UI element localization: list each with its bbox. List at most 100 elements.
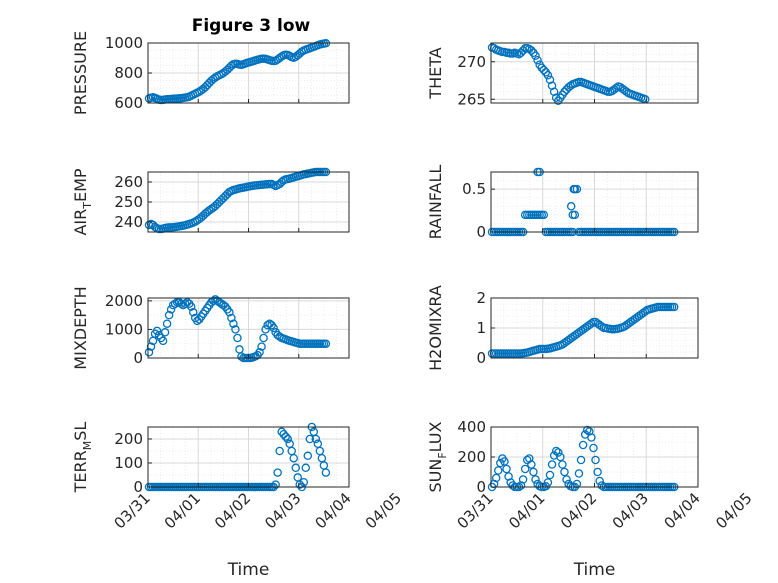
data-point (275, 446, 284, 456)
data-point (520, 464, 530, 474)
data-point (229, 319, 238, 328)
data-point (562, 475, 571, 484)
data-point (283, 434, 292, 444)
data-point (227, 313, 236, 323)
y-tick-label: 100 (114, 454, 143, 472)
y-tick-label: 2000 (105, 292, 143, 310)
subplot-6: 0 1 2 H2OMIXRA (426, 285, 699, 371)
data-point (560, 467, 569, 477)
y-axis-label: TERRMSL (71, 422, 94, 494)
x-axis-label: Time (573, 560, 616, 580)
y-axis-label: MIXDEPTH (71, 286, 90, 369)
data-point (574, 469, 584, 478)
y-axis-label-subscript: M (81, 441, 94, 451)
y-tick-label: 265 (457, 90, 486, 108)
y-tick-label: 200 (457, 448, 486, 466)
y-tick-label: 800 (114, 64, 143, 82)
y-axis-label-subscript: T (81, 202, 94, 210)
data-point (543, 478, 553, 487)
data-point (547, 460, 557, 469)
y-tick-label: 1000 (105, 34, 143, 52)
data-point (589, 443, 598, 453)
data-point (578, 440, 588, 450)
data-series (487, 43, 650, 106)
data-point (321, 339, 331, 348)
data-point (502, 464, 511, 474)
data-point (551, 446, 561, 456)
data-point (527, 46, 536, 55)
subplot-7: 0 100 200 03/31 04/01 04/02 04/03 04/04 04/05 TER… (71, 422, 405, 580)
y-tick-label: 200 (114, 430, 143, 448)
x-tick-label: 04/03 (261, 489, 304, 532)
data-point (146, 342, 156, 351)
x-axis-label: Time (227, 560, 270, 580)
data-point (186, 302, 196, 311)
data-point (255, 348, 264, 357)
y-tick-label: 0 (476, 478, 486, 496)
data-point (543, 71, 553, 80)
y-tick-label: 250 (114, 193, 143, 211)
data-point (518, 475, 528, 484)
data-point (611, 83, 621, 93)
data-point (533, 56, 542, 65)
data-point (669, 302, 679, 312)
data-point (576, 455, 586, 465)
subplot-3: 240 250 260 AIRTEMP (71, 167, 350, 236)
subplot-5: 0 1000 2000 MIXDEPTH (71, 286, 350, 370)
data-point (531, 51, 540, 61)
data-point (570, 210, 580, 220)
subplot-1: 600 800 1000 PRESSURE (71, 31, 350, 115)
data-point (587, 319, 596, 328)
y-axis-label-tail: SL (71, 422, 90, 441)
data-point (569, 184, 579, 194)
data-point (591, 455, 600, 465)
data-point (233, 333, 242, 343)
y-tick-label: 0 (476, 223, 486, 241)
data-point (170, 299, 180, 308)
subplot-8: 0 200 400 03/31 04/01 04/02 04/03 04/04 04/05 SUN… (426, 418, 756, 580)
data-point (545, 470, 555, 480)
data-point (166, 305, 176, 314)
data-point (554, 448, 563, 457)
subplot-4: 0 0.5 RAINFALL (426, 165, 699, 241)
data-point (595, 476, 604, 486)
y-tick-label: 0 (133, 478, 143, 496)
x-tick-label: 03/31 (454, 489, 497, 532)
data-point (539, 210, 549, 220)
data-point (209, 296, 218, 306)
data-point (259, 333, 268, 343)
data-point (257, 342, 266, 351)
data-point (158, 336, 168, 346)
data-point (558, 460, 567, 469)
data-point (273, 468, 282, 477)
data-point (237, 352, 246, 361)
data-point (321, 468, 331, 477)
y-axis-label: PRESSURE (71, 31, 90, 115)
y-tick-label: 0.5 (462, 180, 486, 198)
data-point (231, 325, 240, 334)
data-point (289, 453, 298, 463)
x-tick-label: 04/04 (661, 489, 704, 532)
data-point (160, 328, 170, 337)
data-series (487, 302, 679, 358)
data-point (281, 432, 290, 441)
y-axis-label: RAINFALL (426, 165, 445, 240)
y-axis-label-main: TERR (71, 450, 90, 493)
data-point (527, 460, 536, 469)
data-point (261, 325, 270, 334)
subplot-2: 265 270 THETA (426, 42, 699, 108)
x-tick-label: 04/02 (557, 489, 600, 532)
y-axis-label-tail: LUX (426, 421, 445, 452)
data-point (311, 434, 321, 444)
data-point (556, 452, 565, 462)
y-axis-label-main: RAINFALL (426, 165, 445, 240)
data-point (572, 184, 582, 194)
data-point (529, 467, 538, 477)
y-axis-label: THETA (426, 47, 445, 99)
data-point (144, 348, 154, 357)
y-axis-label: AIRTEMP (71, 168, 94, 235)
y-axis-label-subscript: F (436, 452, 449, 458)
x-tick-label: 04/02 (211, 489, 254, 532)
x-tick-label: 03/31 (111, 489, 154, 532)
